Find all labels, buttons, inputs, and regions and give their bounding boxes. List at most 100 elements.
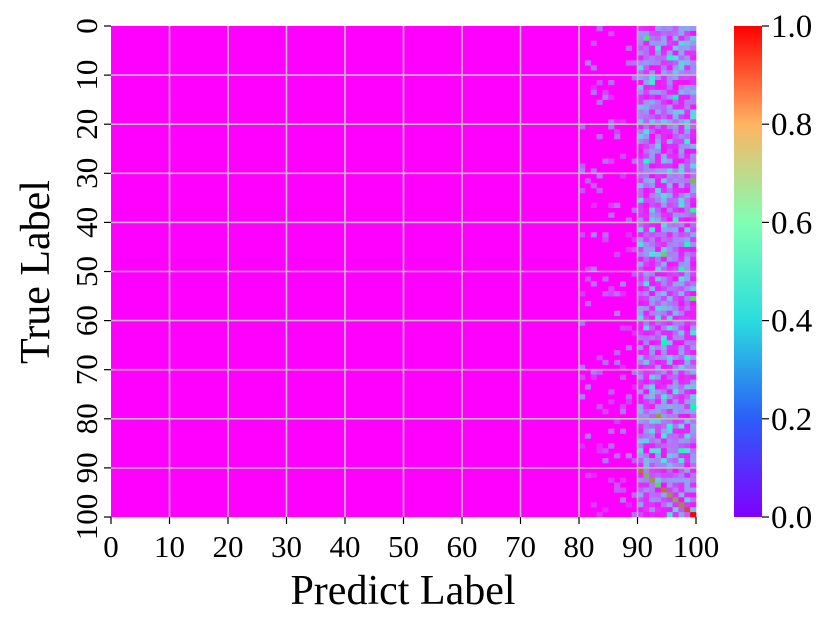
heatmap-cell xyxy=(660,45,668,51)
heatmap-cell xyxy=(643,276,650,282)
heatmap-cell xyxy=(643,448,650,454)
x-tick-label: 40 xyxy=(330,529,361,564)
heatmap-cell xyxy=(672,242,679,248)
heatmap-cell xyxy=(643,84,650,91)
heatmap-cell xyxy=(649,502,656,508)
heatmap-cell xyxy=(649,55,656,61)
heatmap-cell xyxy=(655,134,662,140)
heatmap-cell xyxy=(655,350,662,356)
heatmap-cell xyxy=(684,276,691,282)
heatmap-cell xyxy=(602,448,609,454)
heatmap-cell xyxy=(678,512,685,518)
heatmap-cell xyxy=(649,188,656,194)
heatmap-cell xyxy=(666,143,673,150)
heatmap-cell xyxy=(684,222,691,228)
heatmap-cell xyxy=(625,325,632,331)
heatmap-cell xyxy=(660,227,668,233)
heatmap-cell xyxy=(643,423,650,429)
heatmap-cell xyxy=(666,408,673,415)
heatmap-cell xyxy=(660,472,668,479)
heatmap-cell xyxy=(672,364,679,370)
heatmap-cell xyxy=(608,212,615,218)
heatmap-cell xyxy=(672,300,679,307)
y-tick-label: 40 xyxy=(69,207,104,238)
heatmap-cell xyxy=(678,222,685,228)
heatmap-cell xyxy=(684,266,691,272)
heatmap-cell xyxy=(660,477,668,483)
heatmap-cell xyxy=(643,291,650,297)
heatmap-cell xyxy=(655,197,662,204)
heatmap-cell xyxy=(672,222,679,228)
heatmap-cell xyxy=(678,507,685,513)
heatmap-cell xyxy=(655,502,662,508)
heatmap-cell xyxy=(672,261,679,267)
heatmap-cell xyxy=(672,428,679,434)
heatmap-cell xyxy=(672,374,679,380)
heatmap-cell xyxy=(684,448,691,454)
heatmap-cell xyxy=(690,433,697,439)
heatmap-cell xyxy=(643,428,650,434)
heatmap-cell xyxy=(596,173,603,179)
heatmap-cell xyxy=(660,458,668,464)
heatmap-cell xyxy=(619,477,627,483)
heatmap-cell xyxy=(643,104,650,110)
heatmap-cell xyxy=(690,325,697,331)
heatmap-cell xyxy=(643,134,650,140)
heatmap-cell xyxy=(649,438,656,444)
heatmap-cell xyxy=(649,300,656,307)
heatmap-cell xyxy=(649,374,656,380)
heatmap-cell xyxy=(643,114,650,120)
heatmap-cell xyxy=(690,438,697,444)
heatmap-cell xyxy=(672,163,679,169)
heatmap-cell xyxy=(637,202,644,208)
heatmap-cell xyxy=(637,222,644,228)
heatmap-cell xyxy=(666,242,673,248)
heatmap-cell xyxy=(684,114,691,120)
heatmap-cell xyxy=(643,60,650,66)
heatmap-cell xyxy=(655,482,662,488)
heatmap-cell xyxy=(643,99,650,105)
heatmap-cell xyxy=(637,207,644,213)
heatmap-cell xyxy=(660,448,668,454)
heatmap-cell xyxy=(690,443,697,449)
heatmap-cell xyxy=(649,104,656,110)
heatmap-cell xyxy=(660,300,668,307)
heatmap-cell xyxy=(672,384,679,390)
heatmap-cell xyxy=(649,291,656,297)
heatmap-cell xyxy=(690,192,697,199)
y-tick-label: 70 xyxy=(69,354,104,385)
heatmap-cell xyxy=(643,30,650,37)
heatmap-cell xyxy=(655,423,662,429)
heatmap-cell xyxy=(690,379,697,385)
heatmap-cell xyxy=(590,168,597,174)
heatmap-cell xyxy=(666,178,673,184)
heatmap-cell xyxy=(655,246,662,253)
heatmap-cell xyxy=(649,369,656,375)
heatmap-cell xyxy=(643,443,650,449)
heatmap-cell xyxy=(649,359,656,366)
heatmap-cell xyxy=(660,163,668,169)
heatmap-cell xyxy=(655,340,662,346)
heatmap-cell xyxy=(660,291,668,297)
heatmap-cell xyxy=(637,212,644,218)
heatmap-cell xyxy=(660,138,668,145)
heatmap-cell xyxy=(678,291,685,297)
heatmap-cell xyxy=(643,188,650,194)
heatmap-cell xyxy=(690,291,697,297)
heatmap-cell xyxy=(637,394,644,400)
heatmap-cell xyxy=(666,359,673,366)
heatmap-cell xyxy=(690,350,697,356)
heatmap-cell xyxy=(649,354,656,361)
y-tick-label: 0 xyxy=(69,18,104,34)
heatmap-cell xyxy=(655,242,662,248)
heatmap-cell xyxy=(608,291,615,297)
heatmap-cell xyxy=(684,330,691,336)
heatmap-cell xyxy=(690,266,697,272)
heatmap-cell xyxy=(672,246,679,253)
heatmap-cell xyxy=(614,418,621,425)
heatmap-cell xyxy=(684,237,691,243)
heatmap-cell xyxy=(619,374,627,380)
heatmap-cell xyxy=(649,296,656,302)
heatmap-cell xyxy=(672,340,679,346)
heatmap-cell xyxy=(684,246,691,253)
